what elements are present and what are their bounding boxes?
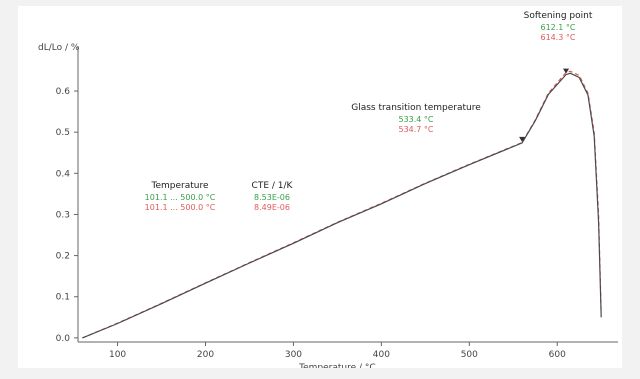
y-tick-label: 0.4 — [56, 169, 71, 179]
x-tick-label: 300 — [285, 350, 302, 360]
x-axis-title: Temperature / °C — [298, 363, 376, 368]
annotation-value: 8.53E-06 — [254, 193, 290, 202]
x-tick-label: 100 — [109, 350, 126, 360]
annotation-value: 533.4 °C — [398, 115, 433, 124]
chart-frame: 100 200 300 400 500 600 0.0 0.1 0.2 0.3 0.4 0.5 0.6 T… — [18, 6, 622, 368]
x-tick-label: 400 — [373, 350, 390, 360]
series-line-2 — [82, 72, 602, 339]
annotation-value: 8.49E-06 — [254, 203, 290, 212]
y-tick-label: 0.1 — [56, 293, 70, 303]
y-tick-label: 0.0 — [56, 334, 71, 344]
annotation-title: Temperature — [150, 181, 208, 191]
y-tick-label: 0.3 — [56, 210, 70, 220]
annotation-value: 101.1 ... 500.0 °C — [145, 203, 216, 212]
annotation-title: CTE / 1/K — [252, 181, 294, 191]
y-tick-label: 0.6 — [56, 87, 71, 97]
annotation-value: 614.3 °C — [540, 33, 575, 42]
annotation-title: Softening point — [524, 11, 593, 21]
x-tick-label: 500 — [461, 350, 478, 360]
dilatometry-chart: 100 200 300 400 500 600 0.0 0.1 0.2 0.3 0.4 0.5 0.6 T… — [38, 11, 618, 368]
x-tick-label: 600 — [549, 350, 566, 360]
annotation-value: 612.1 °C — [540, 23, 575, 32]
y-tick-label: 0.2 — [56, 252, 70, 262]
softening-point-marker — [563, 68, 570, 74]
x-tick-label: 200 — [197, 350, 214, 360]
annotation-title: Glass transition temperature — [351, 103, 481, 113]
annotation-value: 534.7 °C — [398, 125, 433, 134]
y-axis-title: dL/Lo / % — [38, 43, 80, 53]
annotation-value: 101.1 ... 500.0 °C — [145, 193, 216, 202]
glass-transition-marker — [519, 136, 526, 142]
y-tick-label: 0.5 — [56, 128, 70, 138]
